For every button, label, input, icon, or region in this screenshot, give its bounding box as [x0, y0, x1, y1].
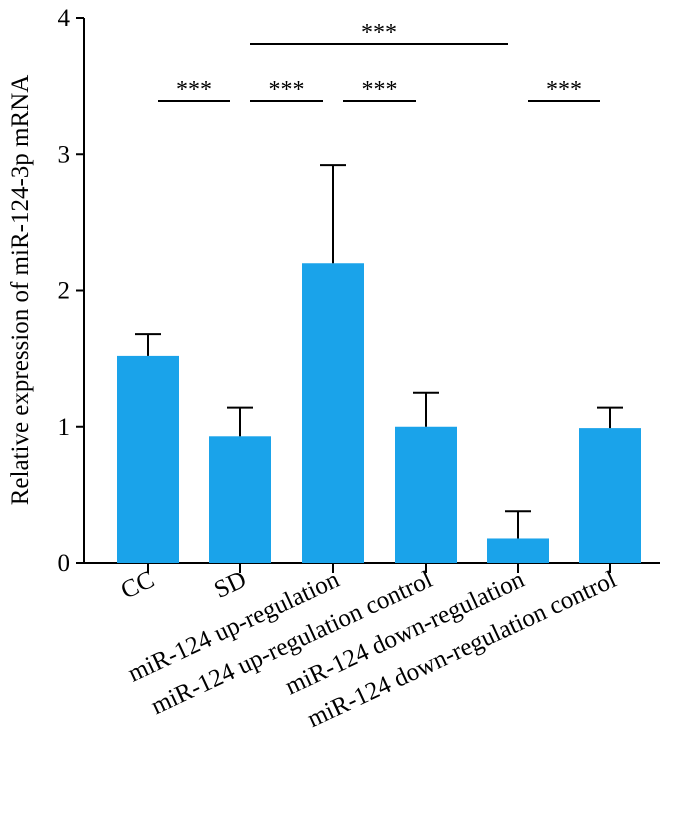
bar	[487, 538, 549, 563]
bar	[395, 426, 457, 563]
y-tick-label: 0	[58, 550, 71, 577]
bars	[117, 263, 641, 563]
error-bars	[135, 164, 623, 539]
x-category-label: CC	[117, 566, 159, 605]
y-tick-label: 2	[58, 278, 71, 305]
significance-label: ***	[546, 77, 582, 103]
bar	[579, 428, 641, 563]
significance-label: ***	[269, 77, 305, 103]
y-tick-label: 4	[58, 5, 71, 32]
x-category-label: SD	[210, 566, 250, 604]
significance-label: ***	[176, 77, 212, 103]
bar	[302, 263, 364, 563]
y-tick-label: 3	[58, 141, 71, 168]
bar	[117, 355, 179, 563]
significance-brackets: *** *** *** *** ***	[158, 20, 600, 103]
y-ticks: 0 1 2 3 4	[58, 5, 84, 577]
significance-label: ***	[361, 20, 397, 46]
y-tick-label: 1	[58, 414, 71, 441]
significance-label: ***	[362, 77, 398, 103]
bar	[209, 436, 271, 563]
y-axis-label: Relative expression of miR-124-3p mRNA	[7, 75, 34, 506]
